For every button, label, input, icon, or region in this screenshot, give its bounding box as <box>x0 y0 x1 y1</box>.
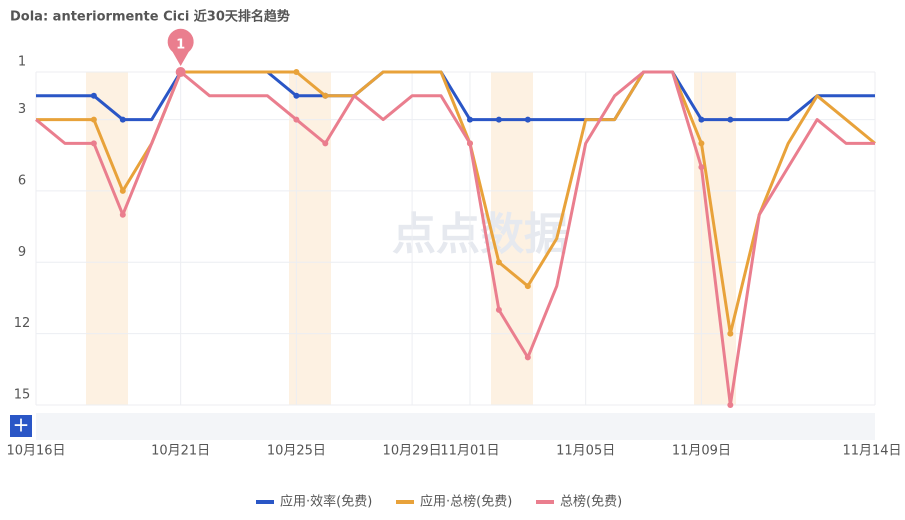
point <box>524 283 531 290</box>
point <box>466 140 473 147</box>
x-tick-label: 10月29日 <box>383 444 442 459</box>
x-tick-label: 11月14日 <box>842 444 901 459</box>
series-line <box>36 70 875 122</box>
point <box>119 116 126 123</box>
chart-title: Dola: anteriormente Cici 近30天排名趋势 <box>10 9 290 25</box>
zoom-icon: + <box>13 413 30 437</box>
x-tick-label: 10月21日 <box>151 444 210 459</box>
x-tick-label: 10月16日 <box>6 444 65 459</box>
point <box>119 187 126 194</box>
point <box>495 259 502 266</box>
y-tick-label: 6 <box>18 173 26 188</box>
x-tick-label: 11月09日 <box>672 444 731 459</box>
point <box>466 116 473 123</box>
point <box>90 116 97 123</box>
point <box>293 69 300 75</box>
point <box>293 116 300 123</box>
point <box>698 140 705 147</box>
watermark: 点点数据 <box>392 209 568 260</box>
x-tick-label: 11月05日 <box>556 444 615 459</box>
zoom-button[interactable] <box>10 415 32 437</box>
point <box>727 116 734 123</box>
x-tick-label: 10月25日 <box>267 444 326 459</box>
point <box>293 92 300 99</box>
series-line <box>35 70 875 407</box>
point <box>524 354 531 361</box>
legend-label: 总榜(免费) <box>560 494 622 510</box>
point <box>495 116 502 123</box>
annotation-label: 1 <box>176 38 185 53</box>
point <box>90 92 97 99</box>
point <box>495 306 502 313</box>
point <box>698 164 705 171</box>
point <box>698 116 705 123</box>
annotation-pin <box>167 28 194 67</box>
annotation-dot <box>175 67 186 77</box>
y-tick-label: 9 <box>18 245 26 260</box>
y-tick-label: 3 <box>18 102 26 117</box>
point <box>322 92 329 99</box>
point <box>727 402 734 408</box>
point <box>119 211 126 218</box>
point <box>322 140 329 147</box>
x-tick-label: 11月01日 <box>440 444 499 459</box>
y-tick-label: 12 <box>14 316 31 331</box>
series-line <box>36 70 876 336</box>
scroll-bar[interactable] <box>36 413 875 440</box>
point <box>727 330 734 337</box>
point <box>90 140 97 147</box>
y-tick-label: 1 <box>18 55 26 70</box>
legend-label: 应用·效率(免费) <box>280 494 372 510</box>
y-tick-label: 15 <box>14 388 31 403</box>
legend-label: 应用·总榜(免费) <box>420 494 512 510</box>
point <box>524 116 531 123</box>
